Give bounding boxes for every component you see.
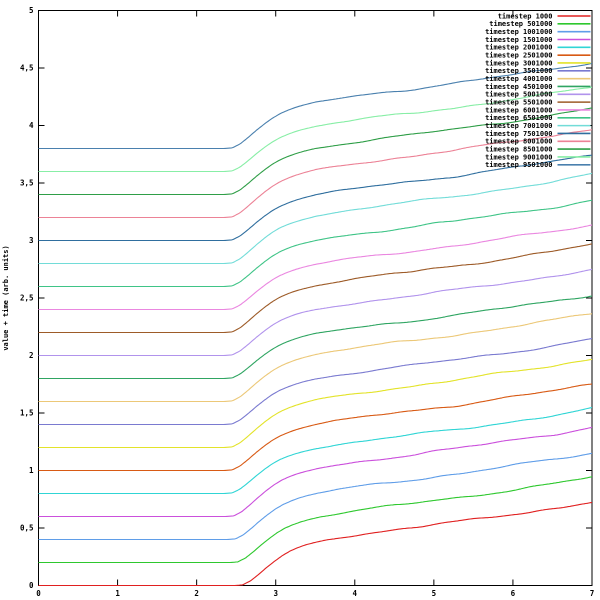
series-line-timestep-8501000 bbox=[38, 107, 593, 196]
legend-label: timestep 7501000 bbox=[485, 130, 552, 138]
y-tick-label: 3,5 bbox=[20, 179, 34, 188]
series-line-timestep-7001000 bbox=[38, 172, 593, 265]
series-line-timestep-3501000 bbox=[38, 338, 593, 426]
legend-label: timestep 9501000 bbox=[485, 161, 552, 169]
legend-label: timestep 1501000 bbox=[485, 36, 552, 44]
legend-label: timestep 7001000 bbox=[485, 122, 552, 130]
series-line-timestep-2501000 bbox=[38, 383, 593, 472]
y-axis-title: value + time (arb. units) bbox=[2, 245, 10, 350]
series-line-timestep-2001000 bbox=[38, 406, 593, 495]
legend-label: timestep 8501000 bbox=[485, 146, 552, 154]
series-line-timestep-501000 bbox=[38, 476, 593, 564]
series-line-timestep-9501000 bbox=[38, 62, 593, 150]
legend-label: timestep 4001000 bbox=[485, 75, 552, 83]
y-tick-label: 4 bbox=[29, 121, 34, 130]
series-line-timestep-6501000 bbox=[38, 199, 593, 288]
y-tick-label: 4,5 bbox=[20, 64, 34, 73]
legend-label: timestep 501000 bbox=[489, 20, 552, 28]
legend-label: timestep 2001000 bbox=[485, 44, 552, 52]
x-tick-label: 3 bbox=[273, 589, 278, 598]
x-tick-label: 2 bbox=[194, 589, 199, 598]
legend-label: timestep 4501000 bbox=[485, 83, 552, 91]
y-tick-label: 2,5 bbox=[20, 294, 34, 303]
series-line-timestep-5501000 bbox=[38, 243, 593, 334]
series-line-timestep-3001000 bbox=[38, 358, 593, 449]
series-line-timestep-5001000 bbox=[38, 268, 593, 357]
x-tick-label: 7 bbox=[590, 589, 595, 598]
series-line-timestep-1001000 bbox=[38, 452, 593, 541]
legend-label: timestep 2501000 bbox=[485, 52, 552, 60]
series-line-timestep-6001000 bbox=[38, 224, 593, 311]
y-tick-label: 0 bbox=[29, 581, 34, 590]
series-line-timestep-9001000 bbox=[38, 86, 593, 173]
y-tick-label: 1,5 bbox=[20, 409, 34, 418]
series-line-timestep-8001000 bbox=[38, 129, 593, 219]
y-tick-label: 5 bbox=[29, 6, 34, 15]
x-tick-label: 6 bbox=[511, 589, 516, 598]
legend-label: timestep 9001000 bbox=[485, 153, 552, 161]
legend-label: timestep 5501000 bbox=[485, 99, 552, 107]
legend-label: timestep 6001000 bbox=[485, 106, 552, 114]
x-tick-label: 1 bbox=[115, 589, 120, 598]
y-tick-label: 3 bbox=[29, 236, 34, 245]
legend-label: timestep 8001000 bbox=[485, 138, 552, 146]
legend-label: timestep 3501000 bbox=[485, 67, 552, 75]
legend-label: timestep 1001000 bbox=[485, 28, 552, 36]
series-line-timestep-4001000 bbox=[38, 313, 593, 403]
series-line-timestep-1501000 bbox=[38, 426, 593, 518]
series-line-timestep-7501000 bbox=[38, 154, 593, 242]
y-tick-label: 2 bbox=[29, 351, 34, 360]
legend-label: timestep 6501000 bbox=[485, 114, 552, 122]
y-tick-label: 1 bbox=[29, 466, 34, 475]
x-tick-label: 5 bbox=[432, 589, 437, 598]
legend-label: timestep 3001000 bbox=[485, 59, 552, 67]
series-line-timestep-4501000 bbox=[38, 295, 593, 380]
legend-label: timestep 5001000 bbox=[485, 91, 552, 99]
series-line-timestep-1000 bbox=[38, 501, 593, 587]
x-tick-label: 4 bbox=[353, 589, 358, 598]
y-tick-label: 0,5 bbox=[20, 524, 34, 533]
x-tick-label: 0 bbox=[36, 589, 41, 598]
legend-label: timestep 1000 bbox=[498, 12, 553, 20]
